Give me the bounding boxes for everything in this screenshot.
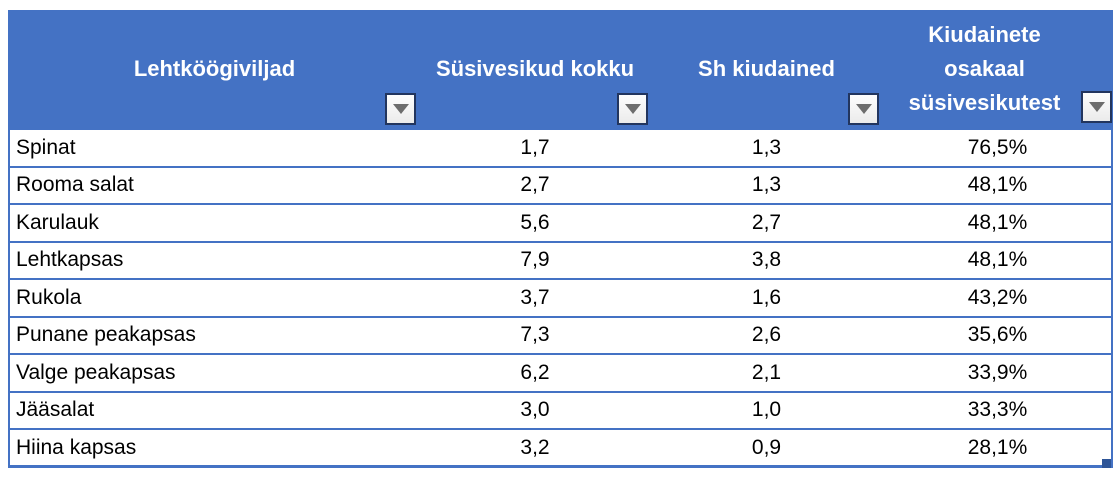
cell-vegetable-name[interactable]: Valge peakapsas <box>16 360 176 384</box>
cell-vegetable-name[interactable]: Jääsalat <box>16 398 95 422</box>
cell-fiber[interactable]: 2,1 <box>751 360 782 384</box>
cell-carbs-total[interactable]: 1,7 <box>520 135 550 159</box>
filter-arrow-icon <box>855 104 872 114</box>
cell-fiber[interactable]: 2,6 <box>751 323 782 347</box>
cell-fiber[interactable]: 1,6 <box>751 285 782 309</box>
cell-fiber-share[interactable]: 48,1% <box>967 248 1028 272</box>
table-header-row: Lehtköögiviljad Süsivesikud kokku Sh kiu… <box>10 10 1113 130</box>
cell-carbs-total[interactable]: 7,9 <box>520 248 550 272</box>
column-header-label: Lehtköögiviljad <box>133 56 296 81</box>
cell-carbs-total[interactable]: 3,0 <box>520 398 550 422</box>
filter-button-susivesikud-kokku[interactable] <box>617 93 648 125</box>
table-row: Rukola 3,7 1,6 43,2% <box>10 280 1111 318</box>
column-header-lehtkoogiviljad[interactable]: Lehtköögiviljad <box>10 10 419 130</box>
table-row: Lehtkapsas 7,9 3,8 48,1% <box>10 242 1111 280</box>
filter-button-lehtkoogiviljad[interactable] <box>385 93 416 125</box>
cell-vegetable-name[interactable]: Rukola <box>16 285 82 309</box>
column-header-label: Kiudainete osakaal süsivesikutest <box>882 18 1087 120</box>
cell-fiber-share[interactable]: 43,2% <box>967 285 1028 309</box>
cell-carbs-total[interactable]: 2,7 <box>520 173 550 197</box>
header-line: Kiudainete <box>928 22 1041 47</box>
cell-carbs-total[interactable]: 5,6 <box>520 210 550 234</box>
table-resize-handle[interactable] <box>1102 459 1111 468</box>
filter-button-sh-kiudained[interactable] <box>848 93 879 125</box>
cell-fiber-share[interactable]: 28,1% <box>967 435 1028 459</box>
filter-arrow-icon <box>624 104 641 114</box>
cell-carbs-total[interactable]: 3,2 <box>520 435 550 459</box>
column-header-kiudainete-osakaal[interactable]: Kiudainete osakaal süsivesikutest <box>882 10 1113 130</box>
column-header-label: Sh kiudained <box>698 56 835 81</box>
table-row: Spinat 1,7 1,3 76,5% <box>10 130 1111 168</box>
table-row: Karulauk 5,6 2,7 48,1% <box>10 205 1111 243</box>
filter-arrow-icon <box>1088 102 1105 112</box>
filter-button-kiudainete-osakaal[interactable] <box>1081 91 1112 123</box>
column-header-susivesikud-kokku[interactable]: Süsivesikud kokku <box>419 10 651 130</box>
table-body: Spinat 1,7 1,3 76,5% Rooma salat 2,7 1,3… <box>10 130 1111 468</box>
table-row: Rooma salat 2,7 1,3 48,1% <box>10 167 1111 205</box>
column-header-label: Süsivesikud kokku <box>435 56 635 81</box>
cell-fiber[interactable]: 1,3 <box>751 135 782 159</box>
cell-fiber-share[interactable]: 33,3% <box>967 398 1028 422</box>
cell-fiber[interactable]: 1,3 <box>751 173 782 197</box>
filter-arrow-icon <box>392 104 409 114</box>
cell-vegetable-name[interactable]: Hiina kapsas <box>16 435 137 459</box>
column-header-sh-kiudained[interactable]: Sh kiudained <box>651 10 882 130</box>
cell-carbs-total[interactable]: 7,3 <box>520 323 550 347</box>
cell-vegetable-name[interactable]: Rooma salat <box>16 173 134 197</box>
cell-vegetable-name[interactable]: Spinat <box>16 135 76 159</box>
table-row: Punane peakapsas 7,3 2,6 35,6% <box>10 317 1111 355</box>
cell-fiber[interactable]: 3,8 <box>751 248 782 272</box>
cell-carbs-total[interactable]: 6,2 <box>520 360 550 384</box>
header-line: osakaal <box>944 56 1025 81</box>
cell-vegetable-name[interactable]: Karulauk <box>16 210 99 234</box>
cell-fiber-share[interactable]: 76,5% <box>967 135 1028 159</box>
cell-vegetable-name[interactable]: Punane peakapsas <box>16 323 196 347</box>
cell-fiber[interactable]: 2,7 <box>751 210 782 234</box>
cell-fiber-share[interactable]: 35,6% <box>967 323 1028 347</box>
table-row: Valge peakapsas 6,2 2,1 33,9% <box>10 355 1111 393</box>
cell-fiber[interactable]: 1,0 <box>751 398 782 422</box>
cell-vegetable-name[interactable]: Lehtkapsas <box>16 248 124 272</box>
table-row: Hiina kapsas 3,2 0,9 28,1% <box>10 430 1111 468</box>
cell-fiber-share[interactable]: 48,1% <box>967 173 1028 197</box>
nutrition-data-table: Lehtköögiviljad Süsivesikud kokku Sh kiu… <box>8 10 1113 468</box>
cell-fiber[interactable]: 0,9 <box>751 435 782 459</box>
cell-fiber-share[interactable]: 48,1% <box>967 210 1028 234</box>
header-line: süsivesikutest <box>908 90 1061 115</box>
cell-fiber-share[interactable]: 33,9% <box>967 360 1028 384</box>
table-row: Jääsalat 3,0 1,0 33,3% <box>10 392 1111 430</box>
cell-carbs-total[interactable]: 3,7 <box>520 285 550 309</box>
